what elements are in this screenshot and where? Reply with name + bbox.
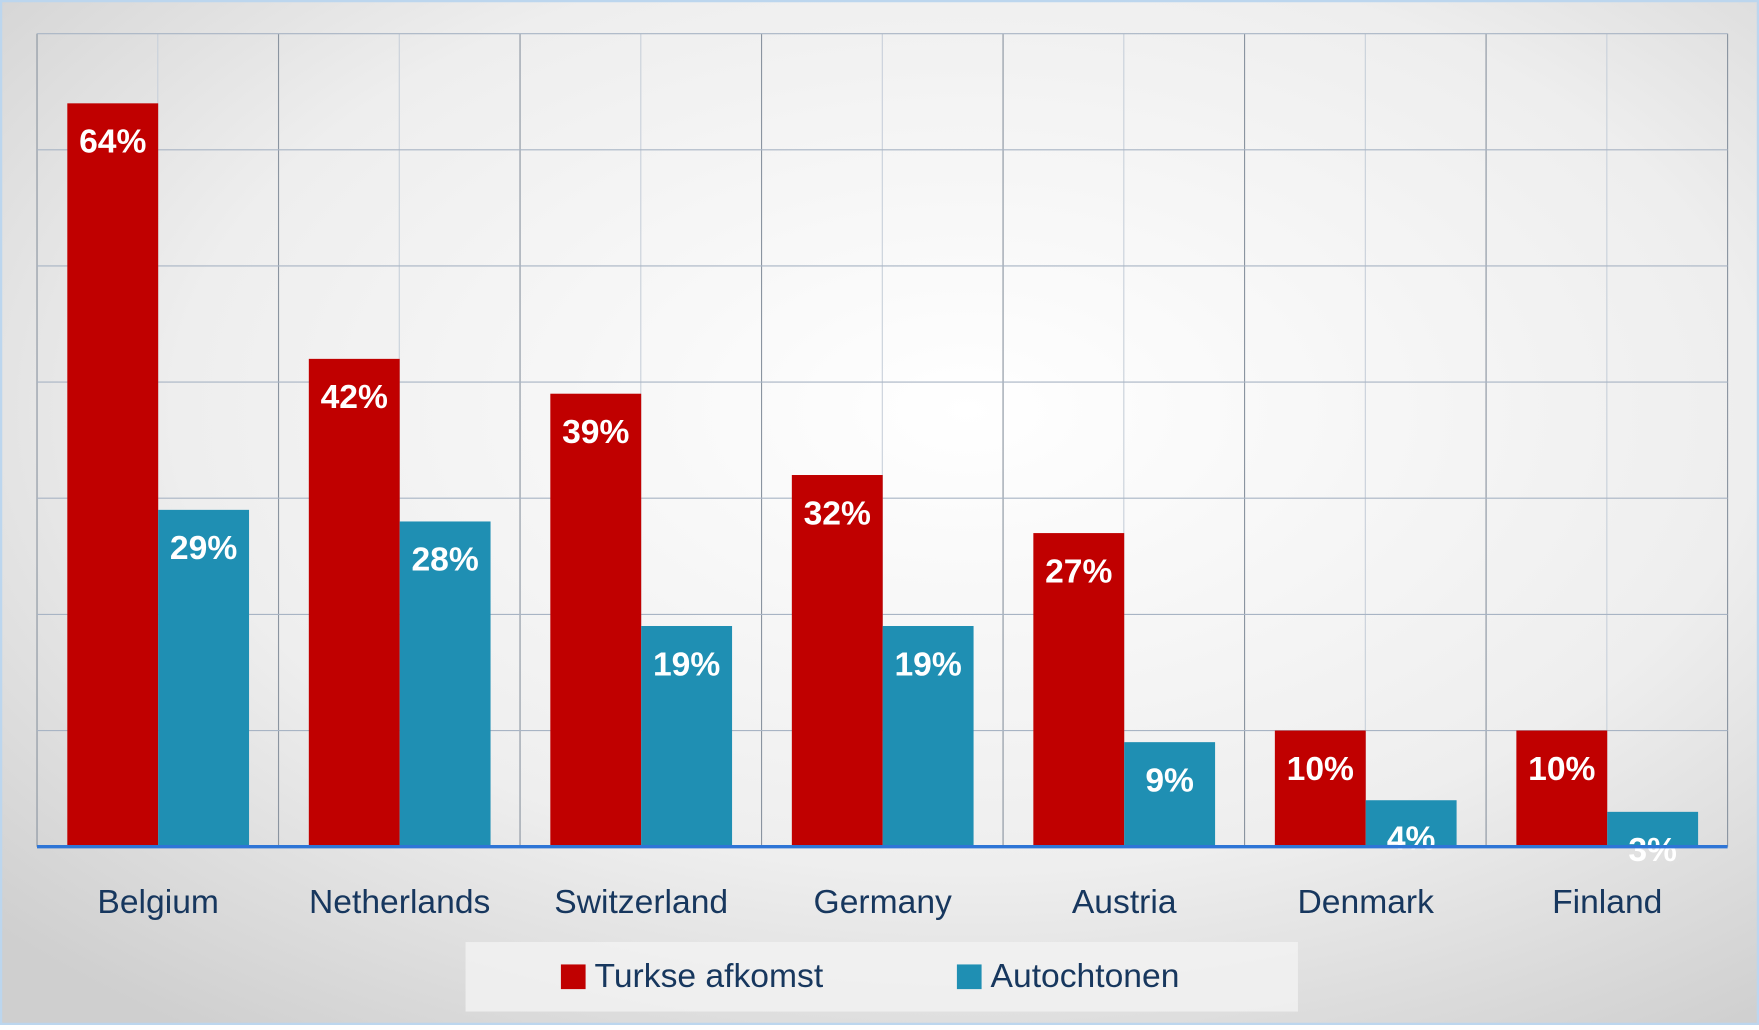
bar <box>399 521 491 847</box>
data-label: 19% <box>653 646 720 683</box>
data-label: 39% <box>562 414 629 451</box>
bar <box>641 626 733 847</box>
data-label: 19% <box>894 646 961 683</box>
bar <box>308 358 400 847</box>
legend-label: Turkse afkomst <box>595 958 824 995</box>
bar <box>1365 800 1457 847</box>
bar <box>67 103 159 847</box>
bar <box>1124 742 1216 847</box>
legend-swatch <box>956 964 982 990</box>
data-label: 29% <box>170 530 237 567</box>
legend-swatch <box>560 964 586 990</box>
data-label: 3% <box>1628 832 1677 869</box>
bar <box>1607 811 1699 847</box>
data-label: 64% <box>79 124 146 161</box>
x-tick-label: Switzerland <box>554 884 728 921</box>
data-label: 32% <box>804 495 871 532</box>
x-tick-label: Finland <box>1552 884 1662 921</box>
bar <box>550 393 642 847</box>
data-label: 10% <box>1528 751 1595 788</box>
legend-label: Autochtonen <box>991 958 1180 995</box>
x-tick-label: Austria <box>1072 884 1177 921</box>
data-label: 42% <box>321 379 388 416</box>
data-label: 27% <box>1045 553 1112 590</box>
x-tick-label: Denmark <box>1298 884 1435 921</box>
legend-box <box>465 942 1298 1012</box>
bar <box>1033 533 1125 847</box>
bar <box>882 626 974 847</box>
x-tick-label: Netherlands <box>309 884 490 921</box>
bar <box>1516 730 1608 847</box>
x-tick-label: Germany <box>814 884 952 921</box>
data-label: 28% <box>411 542 478 579</box>
bar <box>791 475 883 847</box>
data-label: 10% <box>1287 751 1354 788</box>
x-tick-label: Belgium <box>97 884 219 921</box>
data-label: 4% <box>1387 820 1436 857</box>
data-label: 9% <box>1145 762 1194 799</box>
bar <box>1274 730 1366 847</box>
bar <box>158 509 250 847</box>
